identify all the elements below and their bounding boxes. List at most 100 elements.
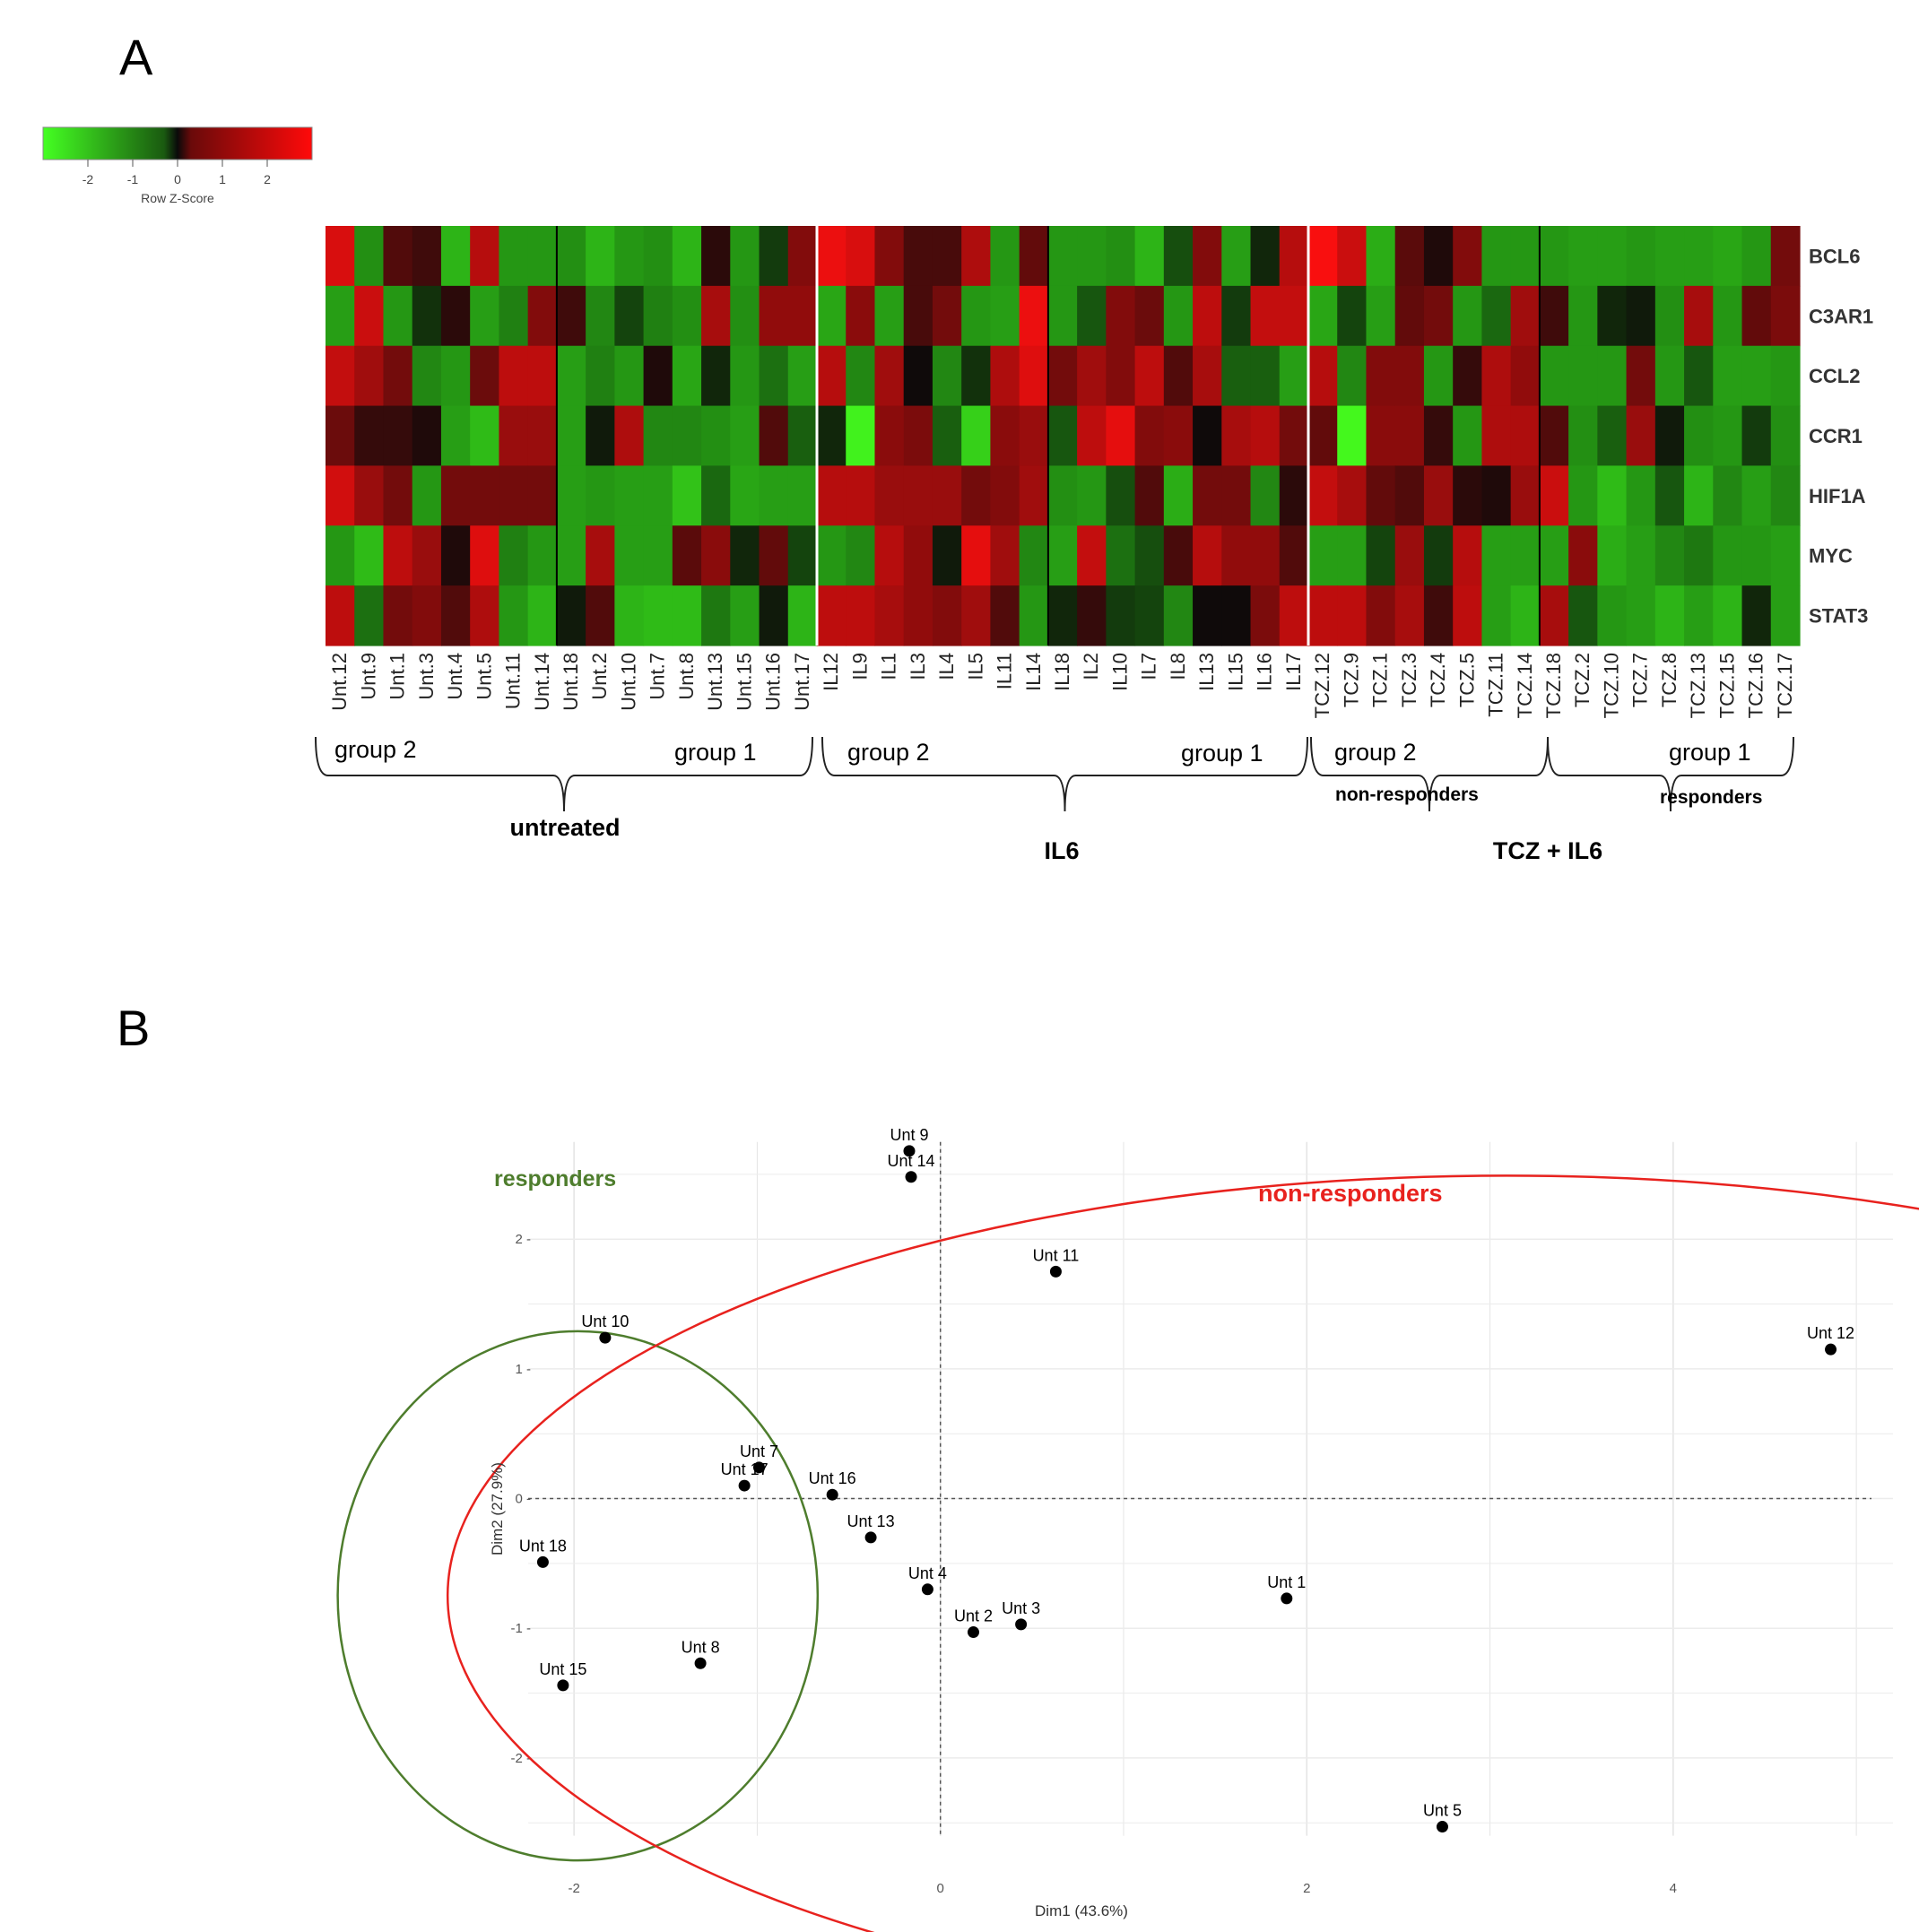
heatmap-cell (846, 345, 876, 407)
heatmap-cell (1163, 405, 1194, 467)
heatmap-cell (1366, 226, 1396, 287)
heatmap-cell (1047, 285, 1078, 347)
sample-label: IL7 (1138, 653, 1160, 680)
heatmap-cell (499, 285, 529, 347)
heatmap-cell (1684, 285, 1714, 347)
pca-point (599, 1331, 612, 1344)
heatmap-cell (586, 285, 615, 347)
heatmap-cell (1770, 226, 1801, 287)
heatmap-cell (1597, 465, 1628, 526)
heatmap-cell (1077, 525, 1107, 586)
sample-label: IL10 (1108, 653, 1131, 691)
heatmap-cell (1654, 585, 1685, 646)
heatmap-cell (1077, 345, 1107, 407)
heatmap-cell (672, 525, 702, 586)
heatmap-cell (817, 465, 847, 526)
sample-label: TCZ.7 (1629, 653, 1652, 707)
heatmap-cell (527, 285, 558, 347)
heatmap-cell (1510, 525, 1541, 586)
heatmap-cell (1654, 226, 1685, 287)
heatmap-cell (354, 525, 385, 586)
group-label-tcz-g2: group 2 (1334, 739, 1417, 766)
heatmap-cell (614, 525, 645, 586)
sample-label: Unt.10 (617, 653, 639, 711)
brace-tcz-responders (1547, 736, 1794, 812)
sample-label: IL3 (907, 653, 929, 680)
pca-ylabel: Dim2 (27.9%) (489, 1462, 506, 1555)
heatmap-cell (846, 585, 876, 646)
sample-label: Unt.2 (588, 653, 611, 700)
heatmap-cell (1626, 345, 1656, 407)
heatmap-cell (1394, 405, 1425, 467)
heatmap-cell (1741, 525, 1772, 586)
heatmap-cell (1221, 525, 1252, 586)
heatmap-cell (787, 226, 818, 287)
heatmap-cell (1106, 226, 1136, 287)
heatmap-cell (990, 226, 1020, 287)
pca-ytick-label: -1 - (511, 1621, 532, 1636)
heatmap-cell (846, 405, 876, 467)
pca-point (905, 1171, 917, 1183)
heatmap-cell (1193, 465, 1222, 526)
heatmap-cell (1337, 285, 1368, 347)
heatmap-cell (1077, 585, 1107, 646)
heatmap-cell (470, 525, 500, 586)
heatmap-cell (874, 226, 905, 287)
pca-ytick-label: -2 - (511, 1751, 532, 1766)
heatmap-cell (1279, 285, 1309, 347)
heatmap-cell (817, 345, 847, 407)
pca-xtick-label: 4 (1670, 1881, 1677, 1896)
heatmap-cell (1077, 226, 1107, 287)
heatmap-cell (614, 585, 645, 646)
sample-label: IL9 (848, 653, 871, 680)
heatmap-cell (556, 285, 586, 347)
sample-label: Unt.12 (328, 653, 351, 711)
heatmap-cell (759, 525, 789, 586)
heatmap-cell (1134, 226, 1165, 287)
heatmap-cell (470, 285, 500, 347)
heatmap-cell (1163, 525, 1194, 586)
heatmap-cell (1193, 525, 1222, 586)
sample-label: IL8 (1167, 653, 1189, 680)
heatmap-cell (1019, 525, 1049, 586)
heatmap-cell (643, 585, 673, 646)
heatmap-cell (1366, 345, 1396, 407)
heatmap-cell (701, 525, 731, 586)
heatmap-cell (1539, 465, 1569, 526)
heatmap-cell (759, 585, 789, 646)
heatmap-cell (556, 226, 586, 287)
heatmap-cell (932, 405, 962, 467)
heatmap-cell (1394, 226, 1425, 287)
heatmap-cell (874, 525, 905, 586)
heatmap-cell (1539, 405, 1569, 467)
heatmap-cell (1597, 226, 1628, 287)
heatmap-cell (1713, 285, 1743, 347)
heatmap-cell (1134, 585, 1165, 646)
heatmap-cell (326, 405, 355, 467)
heatmap-cell (412, 226, 442, 287)
heatmap-cell (326, 226, 355, 287)
heatmap-cell (1279, 525, 1309, 586)
heatmap-cell (556, 585, 586, 646)
heatmap-cell (961, 285, 992, 347)
heatmap-cell (730, 525, 760, 586)
heatmap-cell (1047, 226, 1078, 287)
heatmap-cell (412, 525, 442, 586)
sample-label: IL13 (1195, 653, 1218, 691)
heatmap-cell (470, 226, 500, 287)
pca-point-label: Unt 12 (1807, 1324, 1854, 1342)
sample-label: Unt.17 (791, 653, 813, 711)
heatmap-cell (1626, 465, 1656, 526)
heatmap-cell (787, 585, 818, 646)
color-key-gradient (42, 126, 313, 160)
heatmap-cell (1713, 226, 1743, 287)
heatmap-cell (1394, 585, 1425, 646)
heatmap-cell (1250, 226, 1281, 287)
heatmap-cell (990, 405, 1020, 467)
heatmap-cell (1047, 345, 1078, 407)
heatmap-cell (412, 465, 442, 526)
heatmap-cell (354, 585, 385, 646)
sample-label: Unt.11 (502, 653, 525, 709)
heatmap-cell (1163, 226, 1194, 287)
pca-point (1281, 1592, 1293, 1605)
